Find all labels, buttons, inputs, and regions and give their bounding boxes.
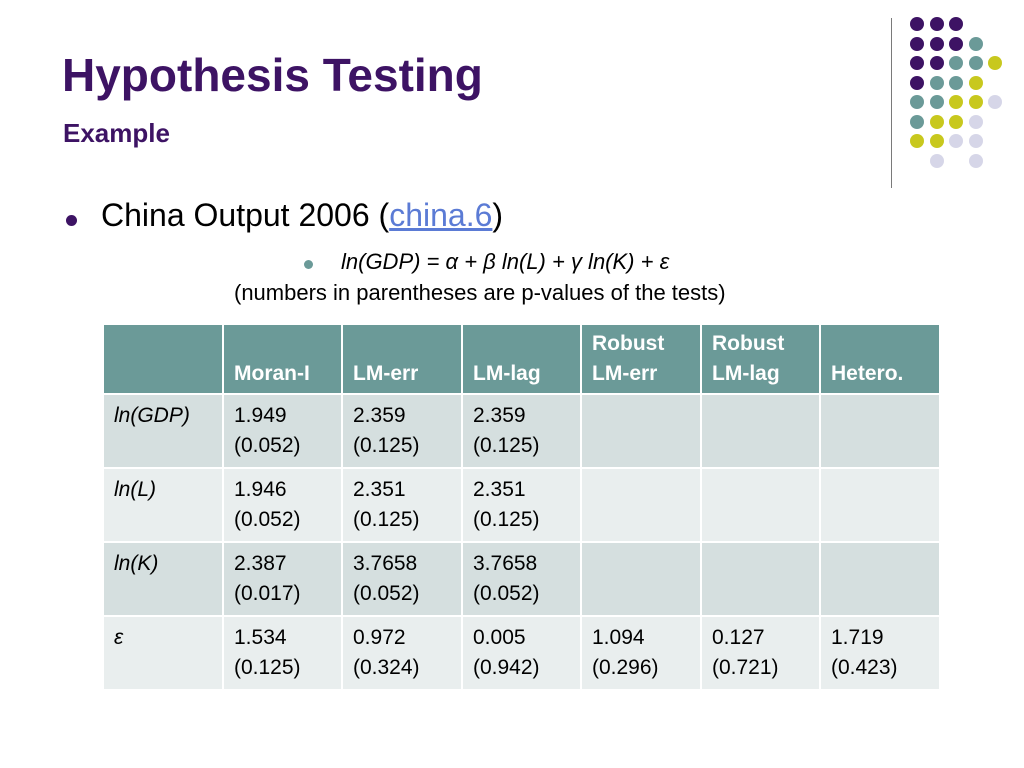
table-cell: 0.972 (0.324) — [341, 615, 463, 691]
table-cell — [819, 541, 941, 617]
table-cell: 1.949 (0.052) — [222, 393, 343, 469]
decorative-dot — [910, 17, 924, 31]
decorative-dot — [910, 114, 924, 129]
decorative-dot — [949, 114, 963, 129]
table-cell — [700, 467, 821, 543]
decorative-dot — [949, 134, 963, 148]
decorative-dot — [910, 95, 924, 109]
decorative-dot — [968, 95, 983, 109]
decorative-dot — [968, 75, 983, 90]
decorative-dot — [910, 56, 924, 70]
decorative-dot — [949, 95, 963, 109]
table-row: ε 1.534 (0.125) 0.972 (0.324) 0.005 (0.9… — [102, 615, 941, 691]
column-header: Robust LM-err — [580, 323, 702, 395]
decorative-dot — [949, 75, 963, 90]
decorative-dot — [949, 36, 963, 51]
decorative-dot — [968, 36, 983, 51]
decorative-dot — [929, 36, 944, 51]
table-cell: 3.7658 (0.052) — [341, 541, 463, 617]
decorative-dot — [910, 134, 924, 148]
column-header: LM-err — [341, 323, 463, 395]
decorative-dot — [929, 75, 944, 90]
table-cell — [819, 467, 941, 543]
test-results-table: Moran-I LM-err LM-lag Robust LM-err Robu… — [102, 323, 941, 691]
decorative-dot — [929, 95, 944, 109]
bullet-text-end: ) — [492, 197, 504, 233]
eq-part: ln(L) + — [495, 249, 571, 274]
bullet-text: China Output 2006 ( — [101, 197, 390, 233]
decorative-dot — [988, 95, 1002, 109]
column-header: LM-lag — [461, 323, 582, 395]
eq-beta: β — [483, 249, 496, 274]
decorative-dot — [910, 75, 924, 90]
column-header: Robust LM-lag — [700, 323, 821, 395]
eq-gamma: γ — [570, 249, 582, 274]
slide-subtitle: Example — [63, 118, 170, 148]
table-cell — [700, 393, 821, 469]
table-cell: 1.946 (0.052) — [222, 467, 343, 543]
decorative-dot — [968, 114, 983, 129]
sub-bullet-dot-icon — [304, 260, 313, 269]
table-cell: 2.351 (0.125) — [341, 467, 463, 543]
divider-line — [891, 18, 892, 188]
decorative-dot — [929, 114, 944, 129]
bullet-main: China Output 2006 (china.6) — [101, 199, 503, 231]
bullet-dot-icon — [66, 215, 77, 226]
decorative-dot — [968, 134, 983, 148]
model-equation: ln(GDP) = α + β ln(L) + γ ln(K) + ε — [341, 251, 669, 273]
table-cell — [580, 393, 702, 469]
table-cell: 3.7658 (0.052) — [461, 541, 582, 617]
table-cell: 2.387 (0.017) — [222, 541, 343, 617]
decorative-dot — [929, 56, 944, 70]
table-cell: 1.534 (0.125) — [222, 615, 343, 691]
column-header — [102, 323, 224, 395]
table-cell — [580, 467, 702, 543]
table-row: ln(GDP) 1.949 (0.052) 2.359 (0.125) 2.35… — [102, 393, 941, 469]
slide-title: Hypothesis Testing — [62, 49, 483, 101]
row-label: ε — [102, 615, 224, 691]
eq-alpha: α — [445, 249, 459, 274]
pvalue-note: (numbers in parentheses are p-values of … — [234, 280, 726, 305]
table-cell: 2.359 (0.125) — [341, 393, 463, 469]
row-label: ln(K) — [102, 541, 224, 617]
decorative-dot — [929, 134, 944, 148]
table-cell — [700, 541, 821, 617]
column-header: Moran-I — [222, 323, 343, 395]
table-cell: 1.094 (0.296) — [580, 615, 702, 691]
row-label: ln(L) — [102, 467, 224, 543]
row-label: ln(GDP) — [102, 393, 224, 469]
table-cell: 0.127 (0.721) — [700, 615, 821, 691]
decorative-dot — [929, 153, 944, 168]
eq-part: + — [458, 249, 484, 274]
table-row: ln(L) 1.946 (0.052) 2.351 (0.125) 2.351 … — [102, 467, 941, 543]
decorative-dot — [988, 56, 1002, 70]
eq-epsilon: ε — [659, 249, 670, 274]
decorative-dot — [968, 153, 983, 168]
table-cell: 2.359 (0.125) — [461, 393, 582, 469]
decorative-dot — [910, 36, 924, 51]
table-header-row: Moran-I LM-err LM-lag Robust LM-err Robu… — [102, 323, 941, 395]
eq-part: ln(GDP) = — [341, 249, 446, 274]
table-cell: 2.351 (0.125) — [461, 467, 582, 543]
decorative-dot — [968, 56, 983, 70]
table-cell: 1.719 (0.423) — [819, 615, 941, 691]
column-header: Hetero. — [819, 323, 941, 395]
decorative-dot — [949, 56, 963, 70]
table-row: ln(K) 2.387 (0.017) 3.7658 (0.052) 3.765… — [102, 541, 941, 617]
dataset-link[interactable]: china.6 — [389, 197, 493, 233]
eq-part: ln(K) + — [581, 249, 660, 274]
table-cell — [819, 393, 941, 469]
decorative-dot — [929, 17, 944, 31]
table-cell: 0.005 (0.942) — [461, 615, 582, 691]
table-cell — [580, 541, 702, 617]
decorative-dot — [949, 17, 963, 31]
